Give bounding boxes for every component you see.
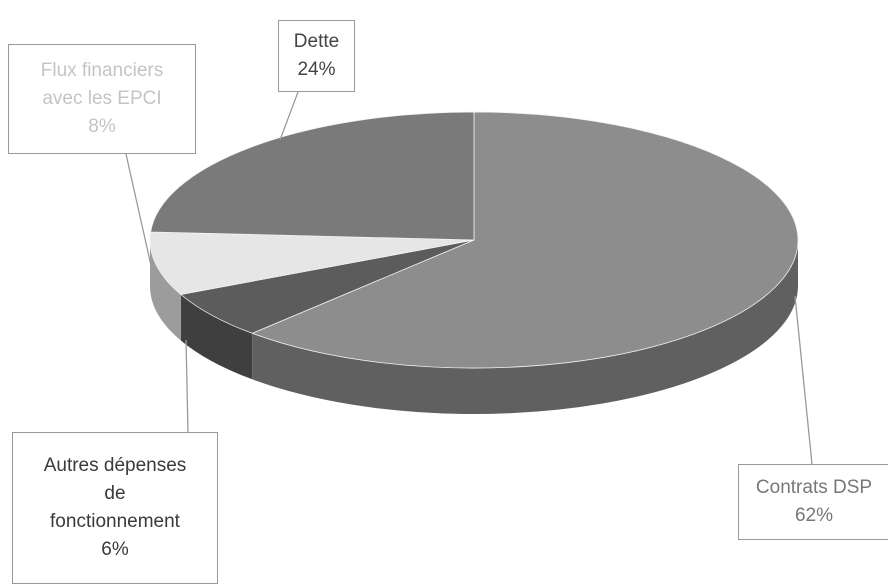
callout-autres-depenses: Autres dépenses de fonctionnement 6% (12, 432, 218, 584)
pie-slice-2 (149, 231, 475, 295)
leader-lines (125, 91, 813, 465)
pie-slice-side-2 (150, 240, 181, 341)
pie-slice-3 (150, 111, 475, 241)
callout-label: Contrats DSP (755, 477, 873, 498)
callout-flux-financiers: Flux financiers avec les EPCI 8% (8, 44, 196, 154)
leader-line-2 (125, 153, 153, 271)
pie-top-group (149, 111, 799, 369)
callout-label: Flux financiers avec les EPCI (40, 60, 164, 109)
callout-dette: Dette 24% (278, 20, 355, 92)
callout-value: 8% (88, 116, 116, 137)
callout-value: 6% (101, 539, 129, 560)
pie-slice-0 (251, 111, 799, 369)
callout-label: Autres dépenses de fonctionnement (43, 455, 187, 532)
callout-value: 62% (794, 505, 834, 526)
leader-line-1 (185, 339, 189, 433)
leader-line-3 (279, 91, 299, 141)
callout-label: Dette (293, 31, 340, 52)
pie-slice-side-1 (180, 294, 253, 380)
pie-slice-1 (179, 239, 475, 334)
callout-contrats-dsp: Contrats DSP 62% (738, 464, 888, 540)
pie-slice-side-0 (252, 240, 799, 414)
callout-value: 24% (297, 59, 336, 80)
leader-line-0 (794, 295, 813, 465)
pie-side-group (150, 240, 799, 414)
